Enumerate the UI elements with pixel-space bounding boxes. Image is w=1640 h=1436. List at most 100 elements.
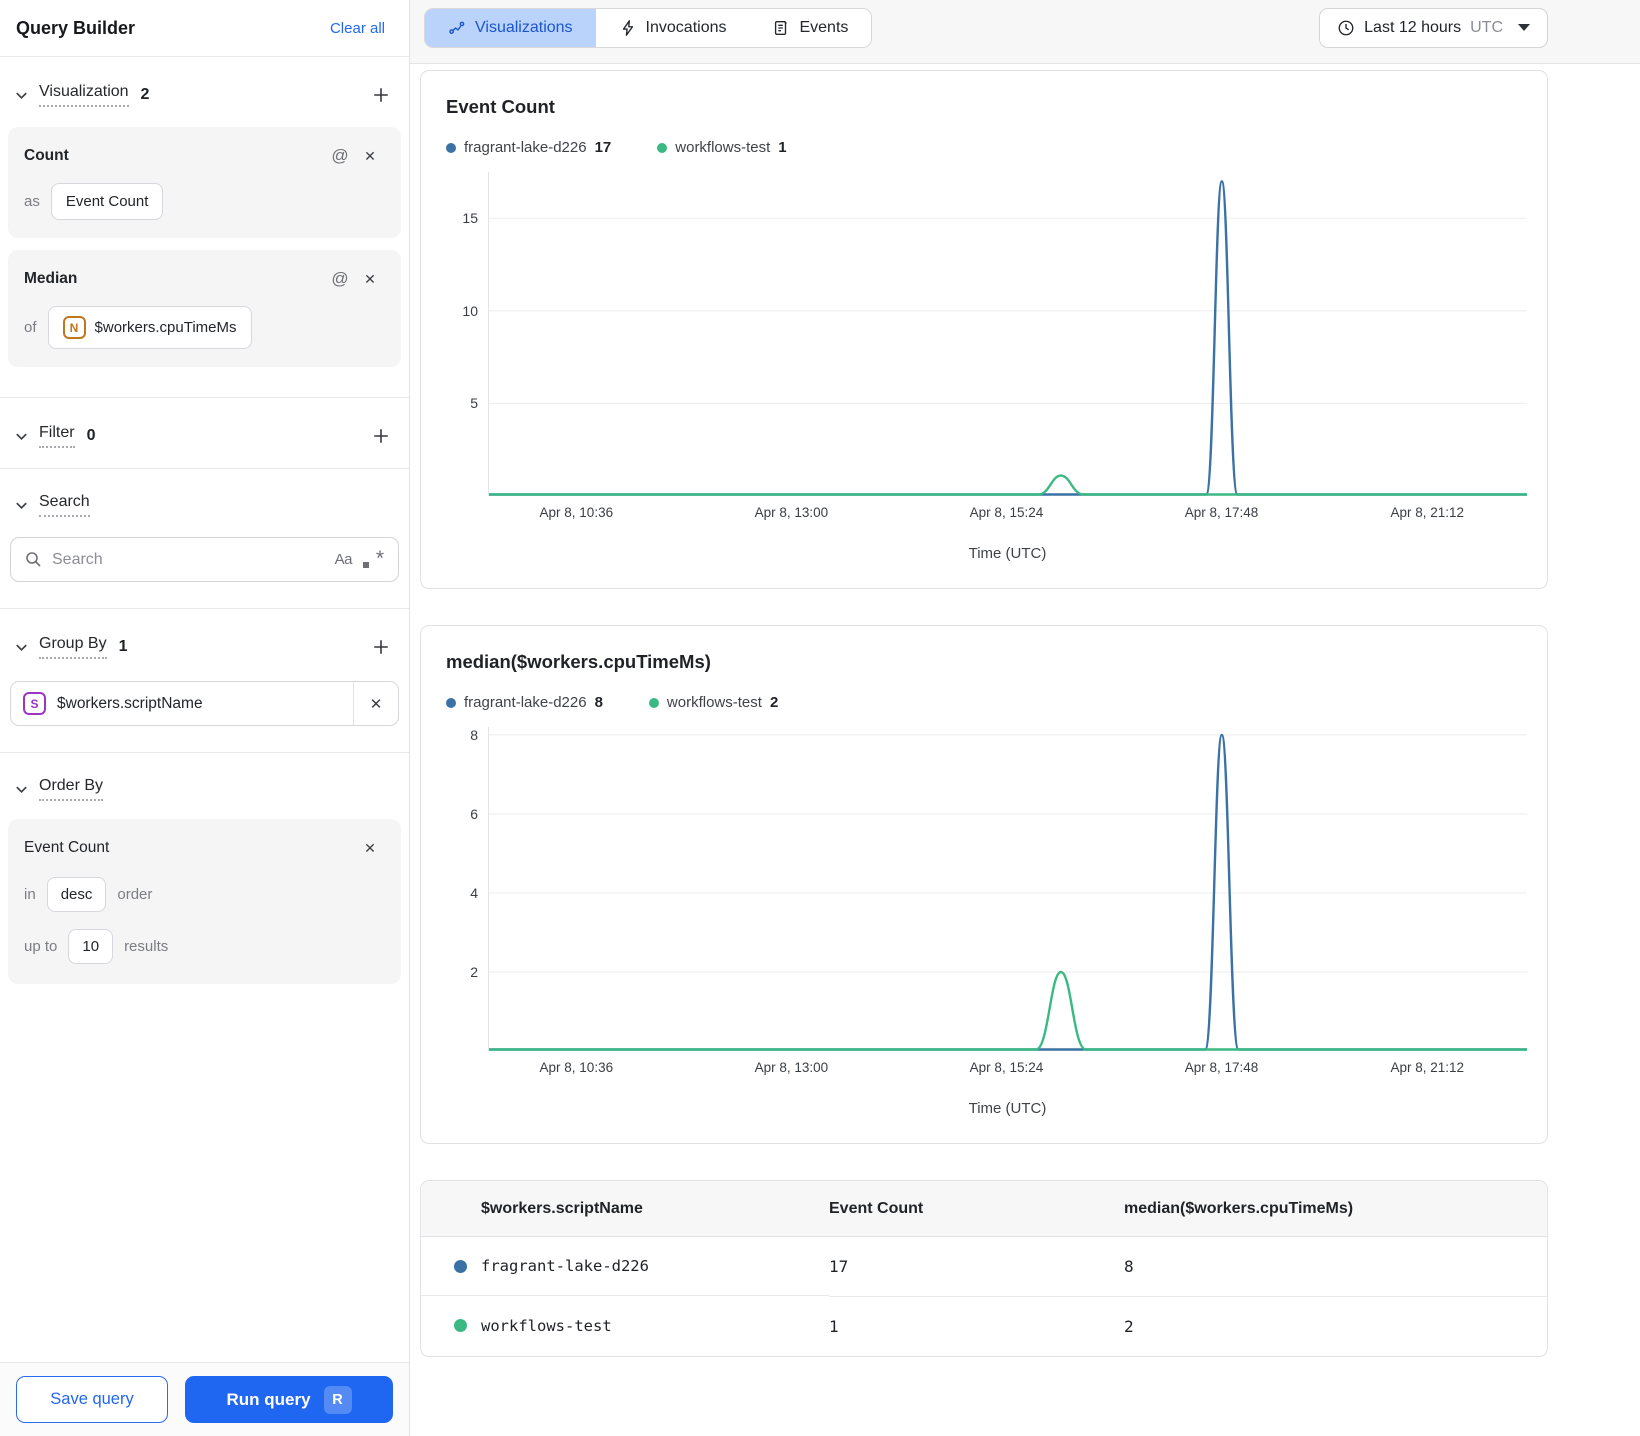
results-label: results xyxy=(124,938,169,955)
y-tick-label: 15 xyxy=(462,210,478,227)
chevron-down-icon[interactable] xyxy=(14,429,29,444)
remove-group-by-button[interactable]: ✕ xyxy=(353,682,398,725)
clear-all-button[interactable]: Clear all xyxy=(329,19,385,37)
section-order-by-label[interactable]: Order By xyxy=(39,777,104,801)
run-query-shortcut-badge: R xyxy=(323,1385,352,1414)
chart-canvas[interactable] xyxy=(488,172,1527,496)
save-query-button[interactable]: Save query xyxy=(16,1376,168,1423)
run-query-button[interactable]: Run query R xyxy=(185,1376,393,1423)
x-tick-label: Apr 8, 15:24 xyxy=(969,1060,1044,1075)
visualization-field-selector[interactable]: N $workers.cpuTimeMs xyxy=(47,306,252,349)
close-icon[interactable]: ✕ xyxy=(355,144,385,168)
legend-item[interactable]: workflows-test 2 xyxy=(648,694,778,711)
x-tick-label: Apr 8, 13:00 xyxy=(754,1060,829,1075)
column-header-median-cpu: median($workers.cpuTimeMs) xyxy=(1124,1181,1547,1237)
chart-svg xyxy=(489,727,1527,1051)
y-axis-labels: 5 10 15 xyxy=(446,172,488,496)
divider xyxy=(0,608,409,609)
chart-canvas[interactable] xyxy=(488,727,1527,1051)
chevron-down-icon[interactable] xyxy=(14,498,29,513)
cell-event-count: 17 xyxy=(829,1236,1124,1297)
add-visualization-button[interactable] xyxy=(367,81,395,109)
match-case-icon[interactable]: Aa xyxy=(334,551,353,568)
section-filter-label[interactable]: Filter xyxy=(39,424,75,448)
x-tick-label: Apr 8, 15:24 xyxy=(969,505,1044,520)
tab-events[interactable]: Events xyxy=(749,9,871,47)
divider xyxy=(0,468,409,469)
legend-item[interactable]: fragrant-lake-d226 17 xyxy=(446,139,611,156)
chevron-down-icon[interactable] xyxy=(14,88,29,103)
cell-event-count: 1 xyxy=(829,1317,839,1336)
legend-item[interactable]: workflows-test 1 xyxy=(657,139,787,156)
x-tick-label: Apr 8, 13:00 xyxy=(754,505,829,520)
number-type-icon: N xyxy=(62,316,86,339)
close-icon[interactable]: ✕ xyxy=(355,267,385,291)
section-group-by-header: Group By 1 xyxy=(8,609,401,679)
column-header-script-name: $workers.scriptName xyxy=(421,1181,829,1237)
chevron-down-icon[interactable] xyxy=(14,640,29,655)
table-row: fragrant-lake-d226 17 8 xyxy=(421,1236,1547,1297)
lightning-bolt-icon xyxy=(622,19,633,36)
visualization-count: 2 xyxy=(140,86,150,103)
divider xyxy=(0,752,409,753)
section-visualization-label[interactable]: Visualization xyxy=(39,83,129,107)
group-by-field: $workers.scriptName xyxy=(57,694,203,712)
y-tick-label: 4 xyxy=(470,884,478,901)
series-dot xyxy=(657,142,668,153)
caret-down-icon xyxy=(1518,24,1530,31)
add-filter-button[interactable] xyxy=(367,422,395,450)
group-by-item[interactable]: S $workers.scriptName ✕ xyxy=(10,681,399,726)
tab-invocations[interactable]: Invocations xyxy=(596,9,750,47)
visualization-alias-field[interactable]: Event Count xyxy=(50,183,164,220)
visualization-card-count: Count @ ✕ as Event Count xyxy=(8,127,401,238)
x-axis-title: Time (UTC) xyxy=(968,1100,1047,1117)
results-area: Event Count fragrant-lake-d226 17 workflow… xyxy=(410,64,1640,1436)
sort-direction-selector[interactable]: desc xyxy=(46,877,107,912)
series-dot xyxy=(648,697,659,708)
table-body: fragrant-lake-d226 17 8 workflows-test 1 2 xyxy=(421,1236,1547,1357)
y-tick-label: 5 xyxy=(470,395,478,412)
section-visualization-header: Visualization 2 xyxy=(8,57,401,127)
series-dot xyxy=(446,142,456,153)
legend-item[interactable]: fragrant-lake-d226 8 xyxy=(446,694,603,711)
search-box: Aa * xyxy=(10,537,399,582)
as-label: as xyxy=(24,193,40,210)
visualization-card-title: Count xyxy=(24,147,69,164)
cell-median-cpu: 2 xyxy=(1124,1317,1134,1336)
series-dot xyxy=(454,1259,467,1273)
result-limit-input[interactable]: 10 xyxy=(68,929,114,964)
chevron-down-icon[interactable] xyxy=(14,782,29,797)
chart-legend: fragrant-lake-d226 8 workflows-test 2 xyxy=(446,694,1527,711)
cell-script-name: fragrant-lake-d226 xyxy=(481,1257,649,1275)
close-icon[interactable]: ✕ xyxy=(355,836,385,860)
search-input[interactable] xyxy=(52,550,325,569)
series-dot xyxy=(454,1319,467,1332)
query-builder-header: Query Builder Clear all xyxy=(0,0,409,57)
event-count-chart-card: Event Count fragrant-lake-d226 17 workflow… xyxy=(420,70,1548,589)
tab-visualizations[interactable]: Visualizations xyxy=(425,8,596,47)
add-group-by-button[interactable] xyxy=(367,633,395,661)
x-tick-label: Apr 8, 21:12 xyxy=(1390,1060,1465,1075)
x-axis-labels: Apr 8, 10:36 Apr 8, 13:00 Apr 8, 15:24 Apr … xyxy=(488,1051,1527,1075)
query-builder-panel: Query Builder Clear all Visualization 2 … xyxy=(0,0,410,1436)
page-title: Query Builder xyxy=(16,17,136,38)
cell-script-name: workflows-test xyxy=(481,1316,612,1335)
mention-icon[interactable]: @ xyxy=(325,144,355,168)
query-builder-body: Visualization 2 Count @ ✕ as Event Count… xyxy=(0,57,409,1362)
table-row: workflows-test 1 2 xyxy=(421,1297,1547,1357)
y-tick-label: 10 xyxy=(462,302,478,319)
section-search-header: Search xyxy=(8,469,401,535)
table-header-row: $workers.scriptName Event Count median($… xyxy=(421,1181,1547,1237)
section-group-by-label[interactable]: Group By xyxy=(39,635,107,659)
mention-icon[interactable]: @ xyxy=(325,267,355,291)
chart-title: Event Count xyxy=(446,96,555,117)
divider xyxy=(0,397,409,398)
time-range-selector[interactable]: Last 12 hours UTC xyxy=(1319,7,1548,48)
regex-icon[interactable]: * xyxy=(362,547,384,570)
topbar: Visualizations Invocations Events Last 1… xyxy=(410,0,1640,64)
section-search-label[interactable]: Search xyxy=(39,493,90,517)
order-label: order xyxy=(117,886,153,903)
column-header-event-count: Event Count xyxy=(829,1181,1124,1237)
filter-count: 0 xyxy=(86,427,96,444)
